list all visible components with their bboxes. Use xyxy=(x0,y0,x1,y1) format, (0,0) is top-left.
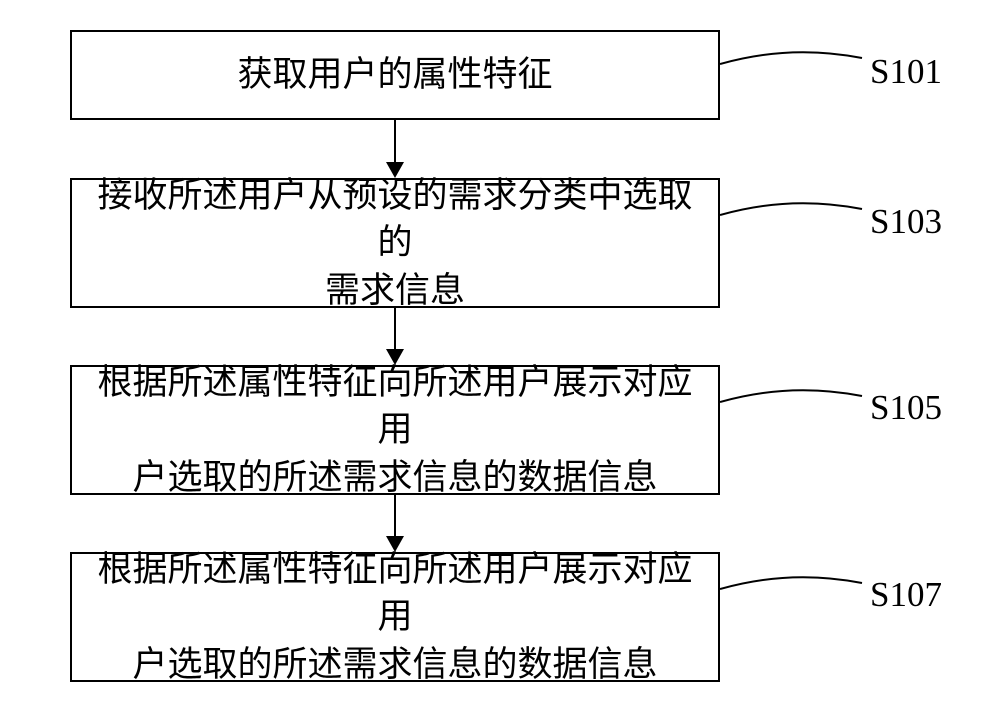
flow-step-4-text: 根据所述属性特征向所述用户展示对应用户选取的所述需求信息的数据信息 xyxy=(92,546,698,688)
step-label-s107: S107 xyxy=(870,575,942,615)
flow-step-3: 根据所述属性特征向所述用户展示对应用户选取的所述需求信息的数据信息 xyxy=(70,365,720,495)
flow-step-2-text: 接收所述用户从预设的需求分类中选取的需求信息 xyxy=(92,172,698,314)
flow-step-4: 根据所述属性特征向所述用户展示对应用户选取的所述需求信息的数据信息 xyxy=(70,552,720,682)
step-label-s103: S103 xyxy=(870,202,942,242)
flow-step-1-text: 获取用户的属性特征 xyxy=(237,51,552,98)
step-label-s101: S101 xyxy=(870,52,942,92)
flow-step-2: 接收所述用户从预设的需求分类中选取的需求信息 xyxy=(70,178,720,308)
flow-step-3-text: 根据所述属性特征向所述用户展示对应用户选取的所述需求信息的数据信息 xyxy=(92,359,698,501)
flow-step-1: 获取用户的属性特征 xyxy=(70,30,720,120)
step-label-s105: S105 xyxy=(870,388,942,428)
